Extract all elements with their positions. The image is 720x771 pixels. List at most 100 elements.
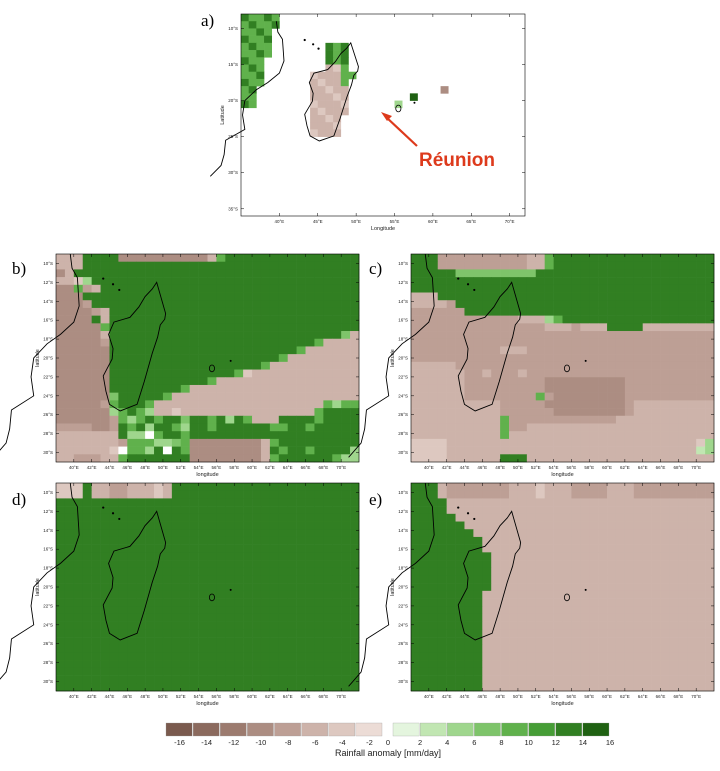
heatmap-cell — [109, 269, 119, 278]
heatmap-cell — [198, 637, 208, 646]
heatmap-cell — [154, 529, 164, 538]
heatmap-cell — [553, 377, 563, 386]
heatmap-cell — [100, 431, 110, 440]
heatmap-cell — [305, 369, 315, 378]
heatmap-cell — [500, 483, 510, 492]
heatmap-cell — [411, 315, 421, 324]
heatmap-cell — [325, 93, 334, 101]
heatmap-cell — [553, 300, 563, 309]
heatmap-cell — [633, 675, 644, 684]
heatmap-cell — [91, 560, 101, 569]
heatmap-cell — [64, 513, 75, 522]
heatmap-cell — [64, 261, 75, 270]
heatmap-cell — [517, 483, 528, 492]
heatmap-cell — [180, 683, 190, 692]
heatmap-cell — [264, 35, 273, 44]
heatmap-cell — [189, 284, 199, 293]
heatmap-cell — [607, 408, 617, 417]
heatmap-cell — [428, 361, 439, 370]
heatmap-cell — [64, 446, 75, 455]
heatmap-cell — [180, 490, 190, 499]
heatmap-cell — [615, 536, 626, 545]
heatmap-cell — [687, 331, 697, 340]
heatmap-cell — [696, 513, 706, 522]
heatmap-cell — [633, 284, 644, 293]
heatmap-cell — [535, 323, 545, 332]
heatmap-cell — [642, 644, 652, 653]
heatmap-cell — [509, 536, 519, 545]
heatmap-cell — [118, 400, 128, 409]
heatmap-cell — [91, 331, 101, 340]
heatmap-cell — [252, 354, 262, 363]
heatmap-cell — [118, 567, 128, 576]
heatmap-cell — [198, 606, 208, 615]
heatmap-cell — [340, 71, 349, 80]
heatmap-cell — [234, 606, 244, 615]
heatmap-cell — [624, 529, 635, 538]
heatmap-cell — [607, 644, 617, 653]
colorbar-swatch — [392, 722, 420, 737]
heatmap-cell — [669, 269, 679, 278]
heatmap-cell — [615, 454, 626, 463]
comoros-dot — [111, 512, 115, 515]
heatmap-cell — [589, 438, 599, 447]
heatmap-cell — [207, 408, 217, 417]
heatmap-cell — [234, 575, 244, 584]
heatmap-cell — [73, 652, 84, 661]
heatmap-cell — [615, 675, 626, 684]
heatmap-cell — [437, 254, 447, 263]
heatmap-cell — [296, 315, 306, 324]
heatmap-cell — [571, 536, 581, 545]
heatmap-cell — [624, 277, 635, 286]
heatmap-cell — [252, 277, 262, 286]
heatmap-cell — [428, 300, 439, 309]
heatmap-cell — [411, 338, 421, 347]
heatmap-cell — [64, 667, 75, 676]
heatmap-cell — [109, 483, 119, 492]
heatmap-cell — [189, 338, 199, 347]
heatmap-cell — [633, 521, 644, 530]
heatmap-cell — [544, 521, 554, 530]
heatmap-cell — [580, 423, 590, 432]
heatmap-cell — [314, 606, 324, 615]
y-tick-label: 18°S — [43, 337, 53, 342]
heatmap-cell — [589, 536, 599, 545]
heatmap-cell — [189, 408, 199, 417]
heatmap-cell — [419, 575, 430, 584]
heatmap-cell — [91, 552, 101, 561]
heatmap-cell — [705, 454, 715, 463]
heatmap-cell — [446, 560, 456, 569]
heatmap-cell — [256, 71, 265, 80]
heatmap-cell — [162, 261, 173, 270]
heatmap-cell — [696, 254, 706, 263]
heatmap-cell — [305, 438, 315, 447]
heatmap-cell — [136, 621, 146, 630]
heatmap-cell — [491, 490, 501, 499]
heatmap-cell — [624, 598, 635, 607]
heatmap-cell — [500, 606, 510, 615]
heatmap-cell — [278, 323, 289, 332]
heatmap-cell — [678, 292, 688, 301]
heatmap-cell — [82, 338, 92, 347]
heatmap-cell — [491, 613, 501, 622]
heatmap-cell — [332, 361, 342, 370]
heatmap-cell — [482, 408, 492, 417]
heatmap-cell — [73, 606, 84, 615]
heatmap-cell — [234, 560, 244, 569]
heatmap-cell — [455, 598, 465, 607]
heatmap-cell — [287, 438, 297, 447]
heatmap-cell — [64, 521, 75, 530]
heatmap-cell — [419, 431, 430, 440]
heatmap-cell — [269, 431, 280, 440]
heatmap-cell — [491, 408, 501, 417]
heatmap-cell — [651, 454, 661, 463]
heatmap-cell — [127, 423, 137, 432]
heatmap-cell — [180, 590, 190, 599]
heatmap-cell — [145, 315, 155, 324]
heatmap-cell — [517, 400, 528, 409]
heatmap-cell — [241, 28, 249, 36]
heatmap-cell — [56, 331, 66, 340]
heatmap-cell — [145, 392, 155, 401]
heatmap-cell — [234, 292, 244, 301]
heatmap-cell — [269, 292, 280, 301]
